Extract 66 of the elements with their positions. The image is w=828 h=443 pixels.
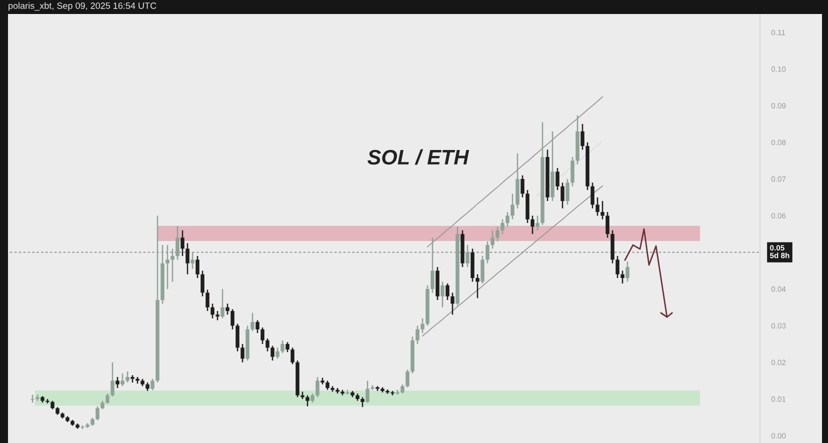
candlestick [620, 270, 624, 284]
candlestick [266, 338, 270, 352]
candlestick [210, 303, 214, 319]
candlestick [110, 362, 114, 398]
candlestick [570, 156, 574, 187]
candlestick [366, 380, 370, 404]
candlestick [186, 242, 190, 275]
candlestick [286, 342, 290, 353]
candlestick [216, 310, 220, 321]
candlestick [270, 345, 274, 362]
candlestick [276, 347, 280, 360]
candlestick [236, 323, 240, 352]
candlestick [500, 218, 504, 235]
candlestick [606, 211, 610, 238]
candlestick [536, 215, 540, 231]
candlestick [506, 211, 510, 228]
candlestick [290, 347, 294, 365]
candlestick [116, 376, 120, 389]
candlestick [120, 372, 124, 387]
candlestick [406, 369, 410, 388]
candlestick [556, 167, 560, 191]
candlestick [510, 193, 514, 220]
candlestick [626, 260, 630, 282]
candlestick [580, 123, 584, 150]
candlestick [520, 174, 524, 198]
candlestick [450, 292, 454, 316]
candlestick [106, 392, 110, 404]
candlestick [600, 200, 604, 220]
candlestick [590, 182, 594, 209]
candlestick [490, 230, 494, 250]
candlestick [280, 340, 284, 354]
candlestick [180, 230, 184, 257]
candlestick [446, 282, 450, 301]
candlestick [220, 288, 224, 319]
candlestick [150, 378, 154, 391]
candlestick [596, 196, 600, 216]
candlestick [260, 326, 264, 345]
candlestick [126, 370, 130, 384]
candlestick [480, 255, 484, 284]
candlestick [616, 255, 620, 279]
candlestick [530, 215, 534, 235]
candlestick [310, 392, 314, 404]
line-series [537, 140, 603, 196]
text: polaris_xbt, Sep 09, 2025 16:54 UTC [8, 2, 156, 11]
candlestick [400, 384, 404, 394]
candlestick [196, 255, 200, 279]
candlestick [566, 178, 570, 206]
candlestick [496, 226, 500, 242]
candlestick [326, 380, 330, 390]
candlestick [416, 325, 420, 345]
candlestick [440, 281, 444, 308]
candlestick [240, 343, 244, 363]
candlestick [256, 320, 260, 334]
candlestick [360, 396, 364, 408]
candlestick [250, 312, 254, 332]
candlestick [560, 182, 564, 209]
candlestick [316, 376, 320, 398]
text: SOL / ETH [368, 149, 470, 165]
candlestick [226, 303, 230, 316]
candlestick [200, 270, 204, 297]
candlestick [96, 406, 100, 421]
candlestick [230, 308, 234, 330]
candlestick [206, 289, 210, 312]
candlestick [420, 318, 424, 334]
candlestick [306, 394, 310, 407]
candlestick [476, 274, 480, 299]
